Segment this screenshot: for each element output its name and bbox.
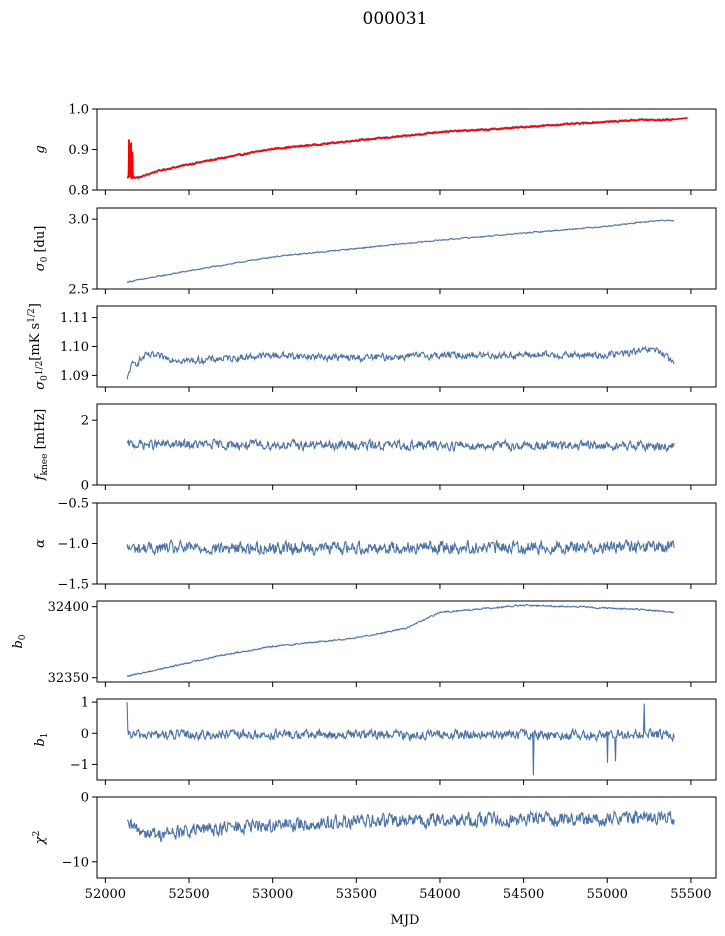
y-axis-label-sigma0-mks: σ01/2[mK s1/2] xyxy=(27,303,50,390)
y-tick-label-b1-1: 0 xyxy=(81,727,89,742)
x-tick-label-6: 55000 xyxy=(587,887,628,902)
y-tick-label-sigma0-mks-0: 1.09 xyxy=(60,369,89,384)
series-line-alpha xyxy=(126,538,675,557)
series-line-sigma0-mks xyxy=(126,345,675,380)
series-line-fknee xyxy=(126,437,675,453)
y-tick-label-sigma0-mks-1: 1.10 xyxy=(60,340,89,355)
y-tick-label-b1-2: 1 xyxy=(81,696,89,711)
panel-frame-sigma0-du xyxy=(96,207,717,290)
panel-chi2: −10 0 52000 52500 53000 53500 54000 54500 55000 5… xyxy=(32,791,717,902)
y-tick-label-sigma0-du-0: 2.5 xyxy=(68,283,89,298)
panel-frame-fknee xyxy=(96,403,717,486)
x-tick-label-0: 52000 xyxy=(85,887,126,902)
y-tick-label-sigma0-du-1: 3.0 xyxy=(68,213,89,228)
panel-b1: −1 0 1 b1 xyxy=(33,696,717,785)
figure-title: 000031 xyxy=(363,9,428,29)
panel-g: 0.8 0.9 1.0 g xyxy=(33,103,717,199)
y-axis-label-b0: b0 xyxy=(11,634,28,648)
y-tick-label-b0-0: 32350 xyxy=(48,671,89,686)
panel-sigma0-du: 2.5 3.0 σ0 [du] xyxy=(33,207,717,298)
series-line-b0 xyxy=(126,603,675,678)
y-tick-label-alpha-1: −1.0 xyxy=(57,537,89,552)
y-axis-label-fknee: fknee [mHz] xyxy=(33,409,50,482)
x-tick-label-5: 54500 xyxy=(503,887,544,902)
panel-sigma0-mks: 1.09 1.10 1.11 σ01/2[mK s1/2] xyxy=(27,303,717,392)
y-tick-label-g-1: 0.9 xyxy=(68,143,89,158)
x-tick-label-3: 53500 xyxy=(336,887,377,902)
series-line-g-red xyxy=(126,117,688,180)
y-tick-label-b0-1: 32400 xyxy=(48,600,89,615)
y-tick-label-sigma0-mks-2: 1.11 xyxy=(60,311,89,326)
y-tick-label-fknee-1: 2 xyxy=(81,414,89,429)
y-tick-label-b1-0: −1 xyxy=(70,758,89,773)
y-axis-label-alpha: α xyxy=(33,539,48,548)
series-line-b1 xyxy=(126,702,675,776)
y-tick-label-chi2-1: 0 xyxy=(81,791,89,806)
y-tick-label-g-0: 0.8 xyxy=(68,184,89,199)
y-axis-label-g: g xyxy=(33,145,48,153)
x-tick-label-7: 55500 xyxy=(670,887,711,902)
panel-b0: 32350 32400 b0 xyxy=(11,600,717,687)
panel-frame-sigma0-mks xyxy=(96,305,717,388)
series-line-sigma0-du xyxy=(126,219,675,283)
x-tick-label-4: 54000 xyxy=(419,887,460,902)
y-tick-label-alpha-0: −1.5 xyxy=(57,578,89,593)
panel-alpha: −1.5 −1.0 −0.5 α xyxy=(33,497,717,593)
x-tick-label-2: 53000 xyxy=(252,887,293,902)
x-axis-label: MJD xyxy=(391,913,420,928)
y-tick-label-g-2: 1.0 xyxy=(68,103,89,118)
series-line-g xyxy=(126,117,675,179)
y-axis-label-sigma0-du: σ0 [du] xyxy=(33,226,50,272)
panel-frame-b0 xyxy=(96,600,717,683)
x-tick-label-1: 52500 xyxy=(168,887,209,902)
series-line-chi2 xyxy=(126,809,675,843)
y-axis-label-chi2: χ2 xyxy=(32,831,48,846)
y-tick-label-chi2-0: −10 xyxy=(62,855,89,870)
y-tick-label-fknee-0: 0 xyxy=(81,479,89,494)
y-tick-label-alpha-2: −0.5 xyxy=(57,497,89,512)
y-axis-label-b1: b1 xyxy=(33,732,50,746)
panel-frame-chi2 xyxy=(96,796,717,879)
panel-fknee: 0 2 fknee [mHz] xyxy=(33,403,717,494)
panel-frame-b1 xyxy=(96,698,717,781)
